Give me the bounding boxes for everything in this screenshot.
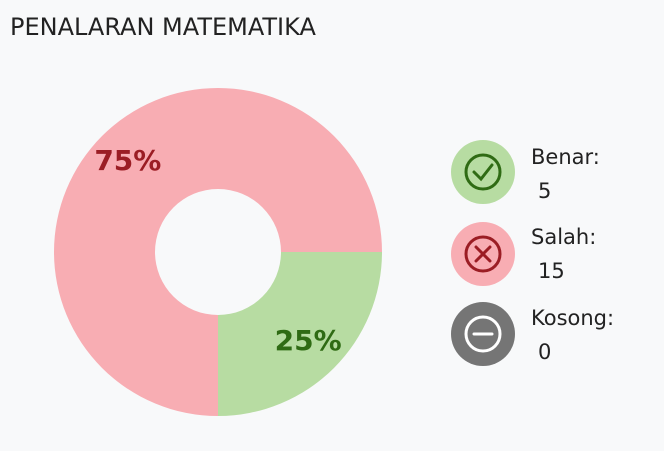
slice-label: 75%	[94, 144, 161, 177]
legend: Benar: 5 Salah: 15 Kosong: 0	[451, 140, 614, 366]
legend-count: 5	[538, 179, 551, 203]
legend-count: 0	[538, 340, 551, 364]
legend-label: Kosong:	[531, 306, 614, 330]
chart-title: PENALARAN MATEMATIKA	[10, 13, 316, 41]
icon-ring	[464, 235, 502, 273]
check	[472, 163, 494, 182]
cross	[474, 245, 492, 263]
slice-label: 25%	[275, 324, 342, 357]
legend-count: 15	[538, 259, 565, 283]
donut: 25% 75%	[54, 88, 382, 416]
legend-label: Benar:	[531, 145, 600, 169]
icon-ring	[464, 153, 502, 191]
slice	[218, 252, 382, 416]
slice	[54, 88, 382, 416]
legend-label: Salah:	[531, 225, 596, 249]
icon-ring	[464, 315, 502, 353]
correct-icon	[451, 140, 515, 204]
